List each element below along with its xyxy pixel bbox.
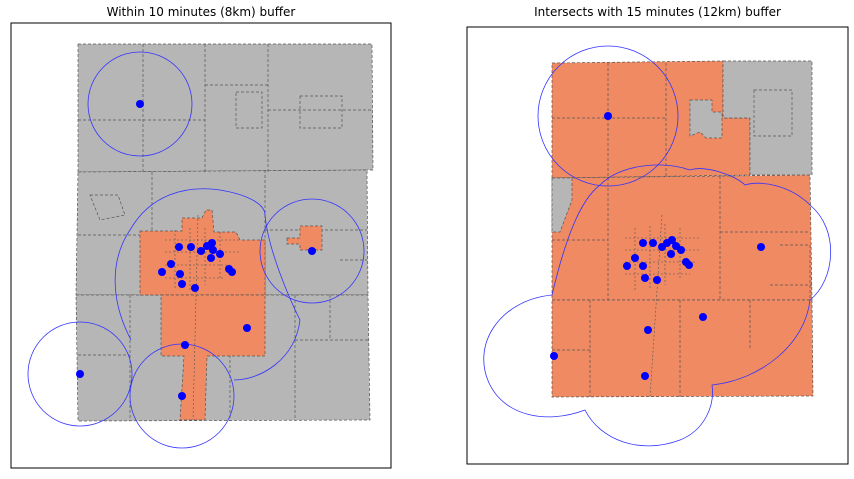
right-point (641, 274, 649, 282)
right-point (677, 246, 685, 254)
left-point (167, 260, 175, 268)
right-point (685, 261, 693, 269)
right-small-town (689, 99, 723, 139)
right-point (699, 313, 707, 321)
left-point (216, 250, 224, 258)
right-point (604, 112, 612, 120)
left-point (209, 246, 217, 254)
right-point (644, 326, 652, 334)
right-point-markers (550, 112, 765, 380)
left-region-south (75, 294, 371, 422)
right-buffer-rings (483, 45, 832, 447)
left-point (228, 268, 236, 276)
right-point (667, 250, 675, 258)
right-point (639, 262, 647, 270)
right-west-sliver (551, 177, 573, 233)
left-point (158, 268, 166, 276)
left-point (136, 100, 144, 108)
left-south-strip (160, 294, 266, 421)
right-axes-frame (466, 26, 849, 465)
left-east-patch (286, 225, 323, 251)
right-point (623, 262, 631, 270)
right-point (550, 352, 558, 360)
left-point-markers (76, 100, 316, 400)
left-point (175, 243, 183, 251)
left-point (187, 243, 195, 251)
right-point (641, 372, 649, 380)
left-point (243, 324, 251, 332)
right-point (757, 243, 765, 251)
left-point (76, 370, 84, 378)
left-point (181, 341, 189, 349)
right-point (631, 254, 639, 262)
left-map-panel (10, 22, 392, 469)
left-point (197, 247, 205, 255)
panel-title-within-10-min: Within 10 minutes (8km) buffer (106, 5, 296, 19)
left-point (191, 284, 199, 292)
right-outside-regions (551, 60, 813, 233)
left-point (178, 392, 186, 400)
left-point (308, 247, 316, 255)
right-point (649, 239, 657, 247)
left-axes-frame (10, 22, 392, 469)
panel-title-intersects-15-min: Intersects with 15 minutes (12km) buffer (534, 5, 781, 19)
right-region-south (551, 299, 814, 398)
right-point (653, 276, 661, 284)
right-point (668, 236, 676, 244)
left-point (207, 254, 215, 262)
right-region-central (551, 174, 813, 301)
right-ne-region (722, 60, 813, 176)
left-point (176, 270, 184, 278)
left-point (208, 239, 216, 247)
left-region-north (77, 43, 374, 173)
right-inside-regions (551, 60, 814, 398)
right-point (639, 239, 647, 247)
right-map-panel (466, 26, 849, 465)
left-buffer-rings (27, 51, 365, 449)
left-point (178, 280, 186, 288)
